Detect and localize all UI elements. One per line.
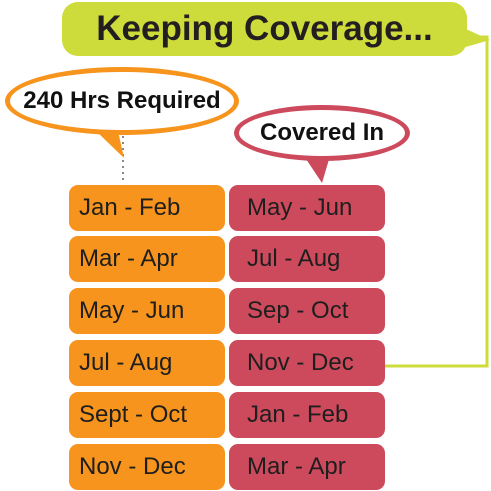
required-period-cell: Mar - Apr [69,236,225,282]
coverage-row: Nov - Dec Mar - Apr [69,444,385,490]
required-period-cell: Nov - Dec [69,444,225,490]
covered-period-cell: Nov - Dec [229,340,385,386]
required-period-cell: Jan - Feb [69,185,225,231]
coverage-row: Jan - Feb May - Jun [69,185,385,231]
diagram-title: Keeping Coverage... [96,9,433,48]
covered-header-label: Covered In [259,119,385,146]
required-period-cell: Sept - Oct [69,392,225,438]
required-period-cell: Jul - Aug [69,340,225,386]
required-header-bubble: 240 Hrs Required [5,67,239,135]
covered-period-cell: Jul - Aug [229,236,385,282]
required-bubble-pointer [96,131,124,158]
coverage-row: Mar - Apr Jul - Aug [69,236,385,282]
covered-period-cell: Mar - Apr [229,444,385,490]
coverage-row: Sept - Oct Jan - Feb [69,392,385,438]
covered-period-cell: Jan - Feb [229,392,385,438]
covered-period-cell: May - Jun [229,185,385,231]
covered-header-bubble: Covered In [234,105,410,161]
title-connector-line [384,35,489,368]
title-banner: Keeping Coverage... [62,2,467,56]
required-header-label: 240 Hrs Required [23,87,221,114]
coverage-row: Jul - Aug Nov - Dec [69,340,385,386]
covered-period-cell: Sep - Oct [229,288,385,334]
coverage-row: May - Jun Sep - Oct [69,288,385,334]
covered-bubble-pointer [304,156,330,183]
required-period-cell: May - Jun [69,288,225,334]
